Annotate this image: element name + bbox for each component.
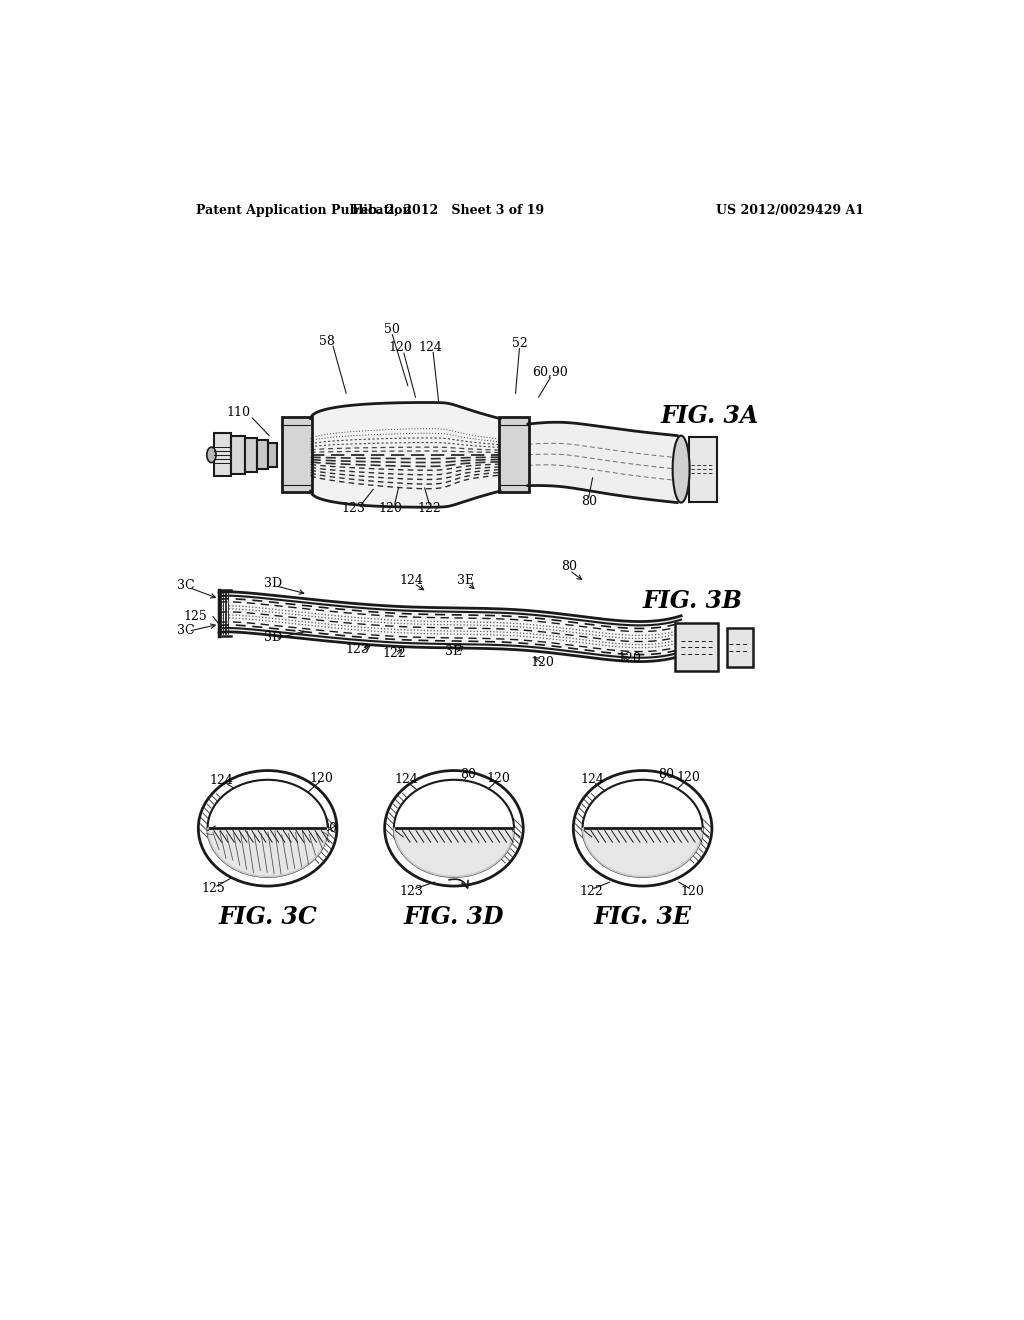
Text: 125: 125 [202, 882, 225, 895]
Polygon shape [208, 829, 328, 876]
FancyBboxPatch shape [283, 417, 311, 492]
FancyBboxPatch shape [500, 417, 528, 492]
Text: 110: 110 [226, 407, 250, 418]
Text: FIG. 3C: FIG. 3C [218, 904, 317, 929]
Ellipse shape [385, 771, 523, 886]
Text: FIG. 3E: FIG. 3E [594, 904, 691, 929]
Text: 120: 120 [617, 652, 641, 665]
Text: 80: 80 [581, 495, 597, 508]
Text: 120: 120 [486, 772, 511, 785]
FancyBboxPatch shape [675, 623, 718, 671]
Text: 3C: 3C [177, 579, 195, 593]
Polygon shape [310, 403, 500, 507]
Text: 123: 123 [342, 502, 366, 515]
Ellipse shape [208, 780, 328, 876]
Ellipse shape [394, 780, 514, 876]
Text: FIG. 3D: FIG. 3D [403, 904, 504, 929]
Text: 124: 124 [419, 342, 442, 354]
Text: 123: 123 [399, 884, 424, 898]
Bar [214, 433, 230, 477]
Bar [230, 436, 245, 474]
Text: 124: 124 [210, 774, 233, 787]
FancyBboxPatch shape [727, 628, 753, 667]
Ellipse shape [583, 780, 702, 876]
Ellipse shape [199, 771, 337, 886]
Text: 50: 50 [384, 323, 400, 335]
Text: 3D: 3D [264, 631, 282, 644]
Text: 120: 120 [379, 502, 402, 515]
FancyBboxPatch shape [689, 437, 717, 502]
Text: 120: 120 [681, 884, 705, 898]
Text: 3E: 3E [445, 644, 463, 657]
Polygon shape [583, 829, 702, 876]
Text: FIG. 3B: FIG. 3B [643, 589, 742, 614]
Polygon shape [528, 422, 677, 503]
Text: 124: 124 [399, 574, 424, 587]
Text: US 2012/0029429 A1: US 2012/0029429 A1 [716, 205, 864, 218]
Bar [245, 438, 257, 471]
Text: 3E: 3E [457, 574, 474, 587]
Text: 3C: 3C [177, 624, 195, 638]
Ellipse shape [573, 771, 712, 886]
Text: 80: 80 [460, 768, 476, 781]
Bar [267, 442, 276, 467]
Text: 124: 124 [394, 774, 418, 787]
Text: 122: 122 [418, 502, 441, 515]
Text: 60,90: 60,90 [532, 366, 568, 379]
Text: 120: 120 [388, 342, 412, 354]
Polygon shape [394, 829, 514, 876]
Text: 80: 80 [322, 822, 337, 834]
Text: FIG. 3A: FIG. 3A [660, 404, 759, 429]
Text: 80: 80 [657, 768, 674, 781]
Text: 52: 52 [512, 337, 527, 350]
Text: Patent Application Publication: Patent Application Publication [196, 205, 412, 218]
Bar [257, 441, 267, 470]
Ellipse shape [207, 447, 216, 462]
Text: 122: 122 [580, 884, 603, 898]
Text: 80: 80 [561, 560, 578, 573]
Text: 125: 125 [184, 610, 208, 623]
Text: 3D: 3D [264, 577, 282, 590]
Text: 124: 124 [581, 774, 604, 787]
Text: 120: 120 [309, 772, 334, 785]
Ellipse shape [673, 436, 689, 503]
Text: 120: 120 [530, 656, 554, 669]
Text: 123: 123 [346, 643, 370, 656]
Text: 58: 58 [318, 335, 335, 348]
Text: Feb. 2, 2012   Sheet 3 of 19: Feb. 2, 2012 Sheet 3 of 19 [351, 205, 544, 218]
Text: 120: 120 [677, 771, 700, 784]
Text: 122: 122 [382, 647, 406, 660]
